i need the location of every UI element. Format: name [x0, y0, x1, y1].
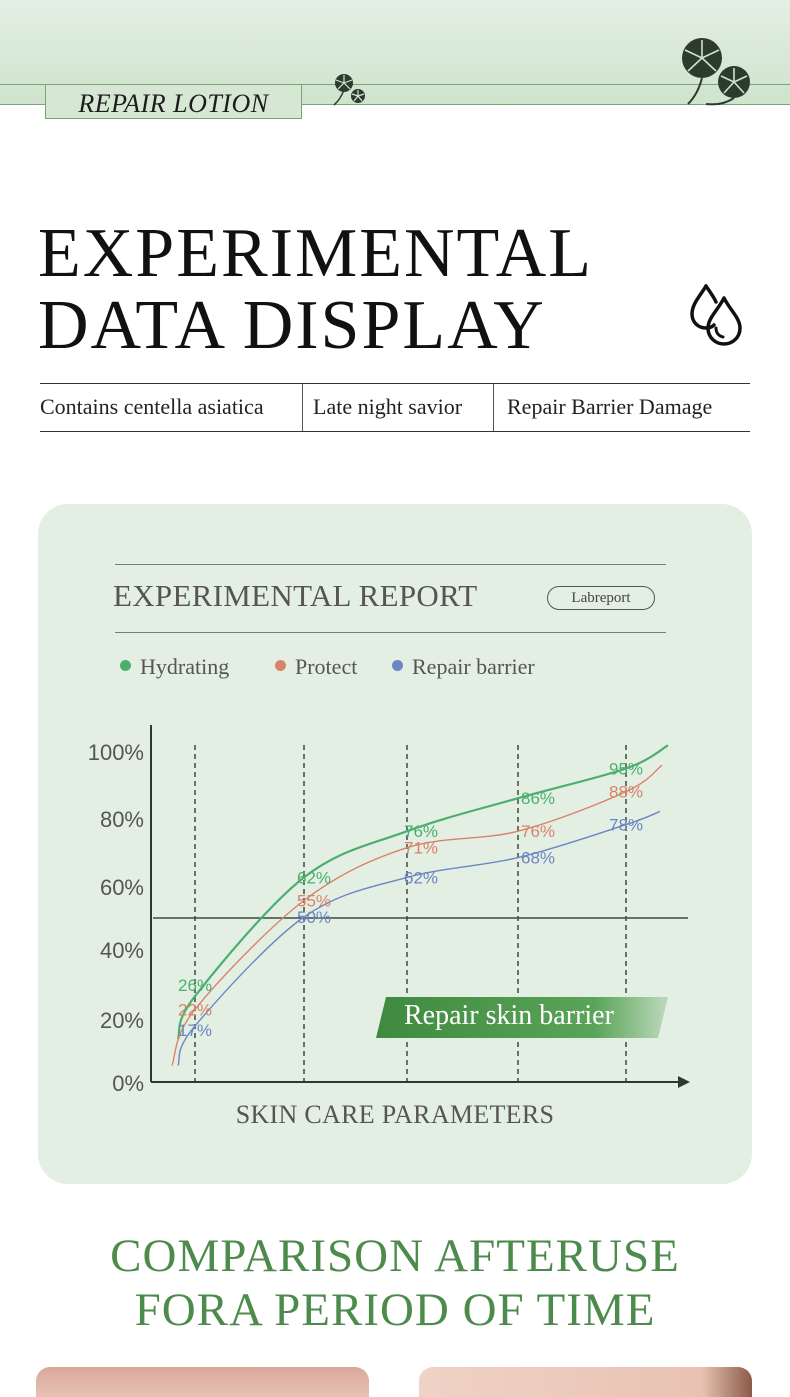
- data-label: 71%: [404, 839, 438, 858]
- x-axis-label: SKIN CARE PARAMETERS: [235, 1100, 555, 1129]
- series-line-hydrating: [176, 744, 669, 1040]
- data-label: 78%: [609, 816, 643, 835]
- page-title-line2: DATA DISPLAY: [38, 287, 546, 364]
- legend-dot: [120, 660, 131, 671]
- comparison-title-line2: FORA PERIOD OF TIME: [134, 1284, 656, 1336]
- centella-leaf-icon-small: [333, 74, 365, 106]
- data-label: 76%: [404, 822, 438, 841]
- legend-dot: [392, 660, 403, 671]
- legend-dot: [275, 660, 286, 671]
- y-tick-label: 0%: [112, 1071, 144, 1096]
- report-card: [38, 504, 752, 1184]
- report-rule-top: [115, 564, 666, 565]
- before-photo: [36, 1367, 369, 1397]
- tag-centella: Contains centella asiatica: [40, 394, 264, 419]
- series-line-protect: [171, 764, 663, 1066]
- centella-leaf-icon-large: [682, 38, 750, 106]
- page-title-line1: EXPERIMENTAL: [38, 215, 594, 292]
- legend-label: Repair barrier: [412, 654, 535, 679]
- data-label: 68%: [521, 849, 555, 868]
- tag-divider: [493, 384, 494, 431]
- comparison-title-line1: COMPARISON AFTERUSE: [110, 1230, 680, 1282]
- tag-repair-barrier: Repair Barrier Damage: [507, 394, 713, 419]
- feature-tags: Contains centella asiatica Late night sa…: [40, 383, 750, 432]
- report-title: EXPERIMENTAL REPORT: [113, 578, 478, 613]
- data-label: 50%: [297, 908, 331, 927]
- y-tick-label: 60%: [100, 875, 144, 900]
- header-divider: [0, 84, 790, 85]
- tag-divider: [302, 384, 303, 431]
- legend-label: Hydrating: [140, 654, 230, 679]
- data-label: 76%: [521, 822, 555, 841]
- y-tick-label: 80%: [100, 807, 144, 832]
- tag-late-night: Late night savior: [313, 394, 463, 419]
- data-label: 55%: [297, 892, 331, 911]
- report-rule-bottom: [115, 632, 666, 633]
- series-line-repair-barrier: [177, 810, 661, 1066]
- legend-label: Protect: [295, 654, 358, 679]
- y-tick-label: 20%: [100, 1008, 144, 1033]
- annotation-label: Repair skin barrier: [404, 1000, 614, 1031]
- data-label: 17%: [178, 1021, 212, 1040]
- data-label: 86%: [521, 789, 555, 808]
- data-label: 22%: [178, 1000, 212, 1019]
- x-axis-arrow: [678, 1076, 690, 1088]
- after-photo: [419, 1367, 752, 1397]
- header-divider-lower: [0, 104, 790, 105]
- annotation-banner: Repair skin barrier: [376, 997, 668, 1038]
- data-label: 62%: [404, 868, 438, 887]
- y-tick-label: 100%: [88, 740, 144, 765]
- brand-tab: REPAIR LOTION: [45, 84, 302, 119]
- data-label: 88%: [609, 783, 643, 802]
- legend-item-repair: Repair barrier: [392, 654, 535, 680]
- legend-item-hydrating: Hydrating: [120, 654, 229, 680]
- data-label: 26%: [178, 976, 212, 995]
- brand-tab-label: REPAIR LOTION: [78, 89, 269, 118]
- data-label: 62%: [297, 868, 331, 887]
- y-tick-label: 40%: [100, 938, 144, 963]
- legend-item-protect: Protect: [275, 654, 357, 680]
- data-label: 95%: [609, 760, 643, 779]
- labreport-badge: Labreport: [547, 586, 655, 610]
- water-drops-icon: [690, 284, 742, 346]
